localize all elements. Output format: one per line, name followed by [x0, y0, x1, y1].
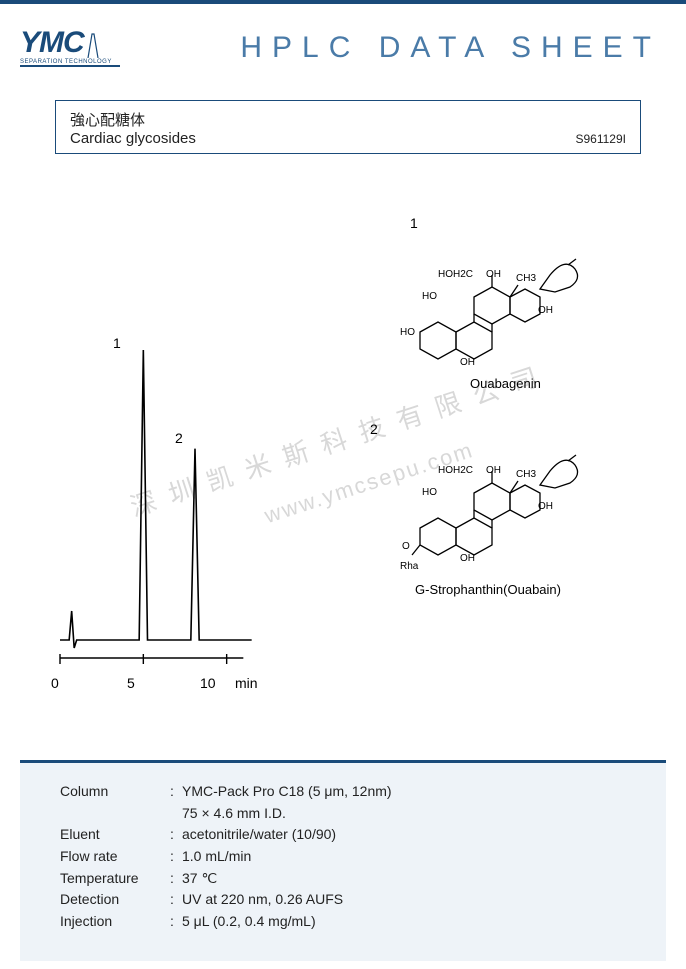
peak-label-2: 2 — [175, 430, 183, 446]
chromatogram-svg — [55, 280, 275, 700]
colon: : — [170, 889, 182, 911]
x-axis-unit: min — [235, 675, 258, 691]
peak-label-1: 1 — [113, 335, 121, 351]
condition-key: Flow rate — [60, 846, 170, 868]
condition-value: 1.0 mL/min — [182, 846, 636, 868]
condition-key: Temperature — [60, 868, 170, 890]
fg: Rha — [400, 561, 418, 572]
compound-1-name: Ouabagenin — [470, 376, 650, 391]
structure-skeleton-icon — [390, 443, 590, 578]
fg: HOH2C — [438, 465, 473, 476]
x-tick-5: 5 — [127, 675, 135, 691]
fg: CH3 — [516, 273, 536, 284]
condition-row: Temperature:37 ℃ — [60, 868, 636, 890]
condition-value: acetonitrile/water (10/90) — [182, 824, 636, 846]
fg: OH — [538, 501, 553, 512]
compound-1: 1 HOH2C OH CH3 HO OH — [360, 215, 650, 391]
condition-value: 75 × 4.6 mm I.D. — [182, 803, 286, 825]
compound-1-structure: HOH2C OH CH3 HO OH HO OH — [390, 237, 590, 372]
sample-title-box: 強心配糖体 Cardiac glycosides S961129I — [55, 100, 641, 154]
top-rule — [0, 0, 686, 4]
x-tick-0: 0 — [51, 675, 59, 691]
condition-key: Eluent — [60, 824, 170, 846]
compound-2: 2 HOH2C OH CH3 HO — [360, 421, 650, 597]
colon: : — [170, 824, 182, 846]
condition-row: Eluent:acetonitrile/water (10/90) — [60, 824, 636, 846]
logo-text: YMC — [20, 28, 100, 58]
header: YMC SEPARATION TECHNOLOGY HPLC DATA SHEE… — [20, 20, 666, 75]
sheet-id: S961129I — [576, 132, 627, 146]
condition-key: Column — [60, 781, 170, 803]
condition-row: 75 × 4.6 mm I.D. — [60, 803, 636, 825]
page-title: HPLC DATA SHEET — [120, 31, 666, 65]
fg: HO — [400, 327, 415, 338]
compound-1-index: 1 — [410, 215, 650, 231]
condition-value: YMC-Pack Pro C18 (5 μm, 12nm) — [182, 781, 636, 803]
fg: HOH2C — [438, 269, 473, 280]
logo-subtitle: SEPARATION TECHNOLOGY — [20, 59, 112, 65]
condition-key: Detection — [60, 889, 170, 911]
fg: O — [402, 541, 410, 552]
conditions-panel: Column:YMC-Pack Pro C18 (5 μm, 12nm)75 ×… — [20, 760, 666, 961]
ymc-logo: YMC SEPARATION TECHNOLOGY — [20, 28, 120, 67]
condition-row: Column:YMC-Pack Pro C18 (5 μm, 12nm) — [60, 781, 636, 803]
fg: OH — [460, 357, 475, 368]
compound-structures: 1 HOH2C OH CH3 HO OH — [360, 215, 650, 627]
sample-name-jp: 強心配糖体 — [70, 109, 626, 130]
compound-2-index: 2 — [370, 421, 650, 437]
condition-key: Injection — [60, 911, 170, 933]
sample-name-en: Cardiac glycosides — [70, 130, 196, 147]
fg: OH — [486, 269, 501, 280]
compound-2-structure: HOH2C OH CH3 HO OH O OH Rha — [390, 443, 590, 578]
fg: OH — [486, 465, 501, 476]
fg: HO — [422, 291, 437, 302]
compound-2-name: G-Strophanthin(Ouabain) — [415, 582, 650, 597]
fg: OH — [460, 553, 475, 564]
logo-letters: YMC — [20, 28, 84, 58]
fg: CH3 — [516, 469, 536, 480]
colon: : — [170, 846, 182, 868]
chromatogram: 1 2 0 5 10 min — [55, 280, 275, 700]
colon: : — [170, 781, 182, 803]
colon: : — [170, 868, 182, 890]
condition-row: Injection:5 μL (0.2, 0.4 mg/mL) — [60, 911, 636, 933]
condition-value: 37 ℃ — [182, 868, 636, 890]
fg: HO — [422, 487, 437, 498]
condition-row: Flow rate:1.0 mL/min — [60, 846, 636, 868]
condition-row: Detection:UV at 220 nm, 0.26 AUFS — [60, 889, 636, 911]
condition-value: UV at 220 nm, 0.26 AUFS — [182, 889, 636, 911]
x-tick-10: 10 — [200, 675, 216, 691]
fg: OH — [538, 305, 553, 316]
logo-peak-icon — [86, 30, 100, 58]
colon: : — [170, 911, 182, 933]
structure-skeleton-icon — [390, 237, 590, 372]
condition-value: 5 μL (0.2, 0.4 mg/mL) — [182, 911, 636, 933]
